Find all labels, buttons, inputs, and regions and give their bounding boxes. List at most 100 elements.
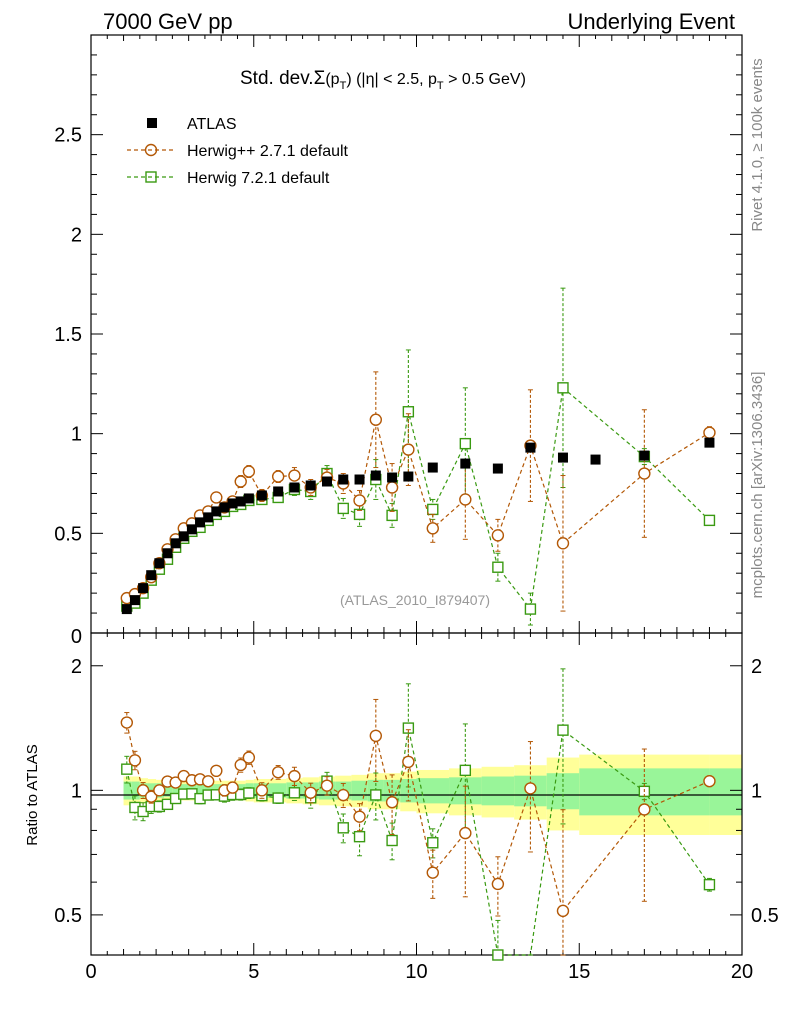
- atlas-point: [525, 442, 536, 453]
- x-tick-label: 20: [731, 961, 753, 983]
- band-inner-segment: [172, 784, 181, 797]
- herwigpp-point: [353, 494, 366, 507]
- main-y-tick-label: 1: [71, 424, 82, 446]
- herwig7-ratio-point: [492, 949, 504, 961]
- herwig7-ratio-point: [402, 722, 415, 734]
- atlas-point: [492, 463, 503, 474]
- herwigpp-point: [426, 522, 439, 535]
- herwig7-ratio-point: [459, 764, 472, 777]
- legend-herwigpp-marker: [144, 143, 158, 157]
- atlas-point: [219, 502, 230, 513]
- herwigpp-point: [556, 537, 570, 550]
- band-inner-segment: [416, 778, 450, 804]
- herwigpp-ratio-point: [556, 904, 570, 918]
- header-right: Underlying Event: [567, 9, 735, 34]
- atlas-point: [403, 471, 414, 482]
- atlas-point: [121, 604, 132, 615]
- ratio-y-tick-label: 1: [71, 780, 82, 802]
- ratio-y-tick-label-right: 2: [751, 656, 762, 678]
- band-inner-segment: [131, 781, 140, 800]
- herwigpp-ratio-point: [226, 781, 239, 794]
- herwig7-ratio-point: [703, 878, 716, 891]
- legend-herwigpp-label: Herwig++ 2.7.1 default: [187, 143, 349, 160]
- herwigpp-ratio-point: [210, 764, 223, 778]
- herwigpp-ratio-point: [459, 826, 472, 840]
- herwigpp-point: [271, 470, 285, 483]
- herwigpp-ratio-point: [120, 716, 134, 729]
- herwigpp-ratio-point: [320, 779, 334, 792]
- atlas-point: [227, 498, 238, 509]
- atlas-point: [354, 474, 365, 485]
- title-sigma: Σ: [314, 68, 326, 89]
- herwigpp-point: [234, 475, 247, 488]
- herwigpp-point: [402, 443, 415, 456]
- ratio-axis-label: Ratio to ATLAS: [24, 744, 41, 845]
- herwig7-ratio-point: [427, 837, 439, 849]
- herwigpp-ratio-point: [153, 784, 166, 797]
- band-inner-segment: [481, 776, 515, 806]
- herwig7-ratio-point: [370, 789, 382, 801]
- main-y-tick-label: 2: [71, 224, 82, 246]
- main-y-tick-label: 0.5: [54, 523, 82, 545]
- atlas-point: [590, 454, 601, 465]
- herwig7-point: [427, 503, 439, 516]
- title-end: > 0.5 GeV): [444, 71, 526, 88]
- axis-tick-labels: 0 5 10 15 20 0.5 1 1.5 2 2.5 0 0.5 0.5 1 1 2 2: [54, 125, 779, 983]
- atlas-point: [370, 470, 381, 481]
- herwigpp-ratio-point: [304, 786, 317, 799]
- ratio-plot-area: [120, 668, 716, 961]
- atlas-point: [162, 548, 173, 559]
- analysis-watermark: (ATLAS_2010_I879407): [340, 592, 490, 608]
- herwig7-ratio-point: [557, 724, 569, 736]
- herwig7-ratio-point: [161, 798, 174, 811]
- herwig7-ratio-point: [272, 792, 284, 804]
- herwigpp-ratio-point: [271, 766, 285, 779]
- atlas-point: [129, 595, 140, 606]
- atlas-point: [305, 480, 316, 491]
- title-body: (p: [325, 71, 339, 88]
- atlas-point: [243, 493, 254, 504]
- herwigpp-ratio-point: [369, 729, 383, 743]
- herwig7-point: [524, 603, 537, 615]
- atlas-point: [146, 570, 157, 581]
- title-prefix: Std. dev.: [240, 68, 314, 89]
- title-sub2: T: [437, 80, 444, 92]
- main-y-tick-label: 0: [71, 626, 82, 648]
- herwigpp-point: [369, 413, 383, 426]
- herwig7-point: [337, 502, 349, 515]
- herwigpp-ratio-point: [242, 751, 256, 764]
- atlas-point: [460, 458, 471, 469]
- herwig7-ratio-point: [121, 763, 133, 775]
- band-inner-segment: [709, 768, 742, 816]
- herwigpp-point: [491, 529, 505, 542]
- herwigpp-ratio-point: [524, 782, 537, 795]
- x-tick-label: 15: [568, 961, 590, 983]
- atlas-point: [427, 462, 438, 473]
- atlas-point: [178, 531, 189, 542]
- legend-herwig7-label: Herwig 7.2.1 default: [187, 170, 330, 187]
- herwigpp-ratio-point: [353, 810, 366, 823]
- x-tick-label: 5: [248, 961, 259, 983]
- axis-ticks: [90, 35, 743, 955]
- herwigpp-ratio-point: [402, 755, 415, 769]
- legend-atlas-marker: [147, 118, 157, 128]
- herwigpp-ratio-point: [288, 769, 301, 783]
- herwigpp-ratio-point: [145, 790, 158, 803]
- atlas-point: [639, 450, 650, 461]
- atlas-point: [273, 486, 284, 497]
- atlas-point: [557, 452, 568, 463]
- x-tick-label: 0: [85, 961, 96, 983]
- mcplots-citation-label: mcplots.cern.ch [arXiv:1306.3436]: [749, 372, 766, 599]
- ratio-y-tick-label-right: 0.5: [751, 905, 779, 927]
- atlas-point: [195, 517, 206, 528]
- atlas-point: [203, 512, 214, 523]
- band-inner-segment: [196, 784, 205, 797]
- herwigpp-ratio-point: [638, 803, 651, 816]
- atlas-point: [289, 482, 300, 493]
- rivet-version-label: Rivet 4.1.0, ≥ 100k events: [749, 58, 766, 231]
- herwigpp-ratio-point: [169, 776, 182, 789]
- herwig7-ratio-point: [386, 834, 398, 847]
- atlas-point: [211, 506, 222, 517]
- atlas-point: [387, 472, 398, 483]
- ratio-y-tick-label-right: 1: [751, 780, 762, 802]
